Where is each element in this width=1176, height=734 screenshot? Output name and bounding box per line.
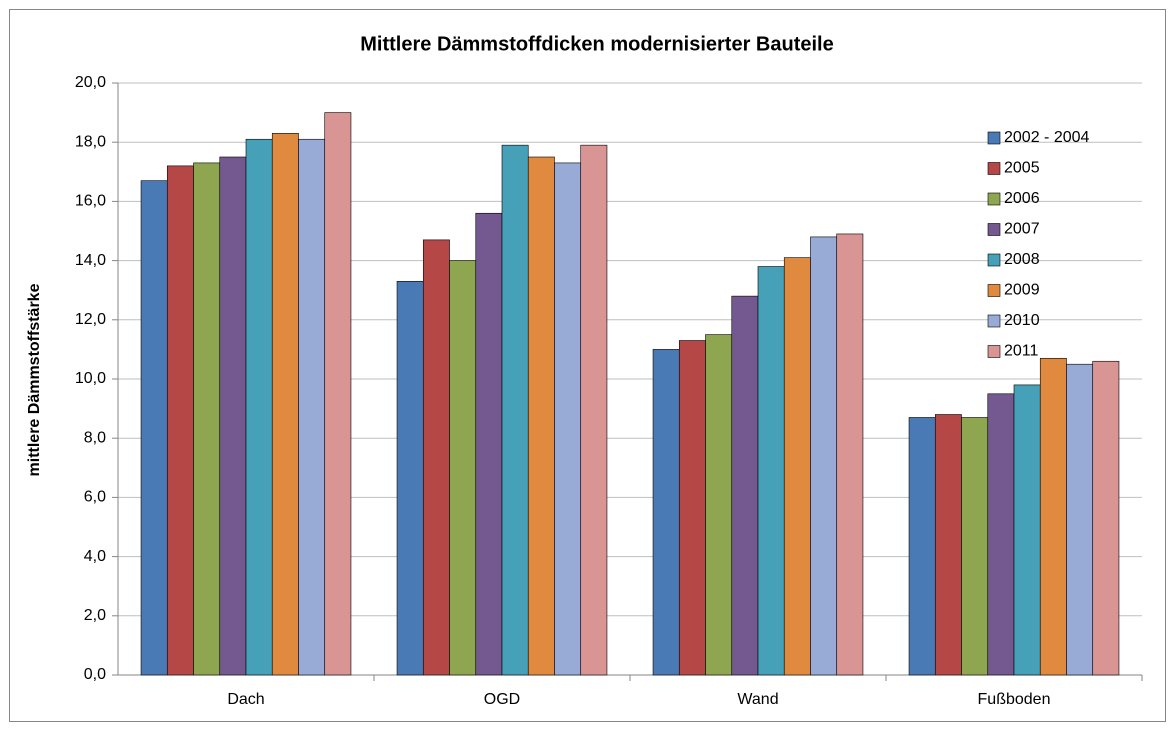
bar (580, 144, 608, 676)
legend-label: 2005 (1004, 160, 1040, 177)
y-tick-label: 10,0 (75, 370, 106, 387)
legend-swatch (987, 131, 1001, 145)
bar (908, 417, 936, 676)
y-tick-label: 4,0 (84, 548, 106, 565)
bar (678, 340, 706, 676)
bar (1066, 363, 1094, 676)
y-tick-label: 0,0 (84, 666, 106, 683)
x-tick-label: Wand (737, 691, 778, 708)
legend-label: 2011 (1004, 343, 1039, 360)
bar (166, 165, 194, 676)
legend-swatch (987, 223, 1001, 236)
bar (501, 144, 529, 676)
bar (396, 281, 424, 676)
bar (652, 349, 680, 676)
y-tick-label: 12,0 (75, 311, 106, 328)
legend-label: 2010 (1004, 312, 1040, 329)
x-tick-label: Dach (227, 691, 264, 708)
bar (705, 334, 733, 676)
x-tick-label: Fußboden (978, 691, 1051, 708)
bar (554, 162, 582, 676)
bar (961, 417, 989, 676)
legend-label: 2009 (1004, 282, 1040, 299)
bar (475, 212, 503, 676)
legend-swatch (987, 314, 1001, 328)
bar (245, 138, 273, 676)
legend-label: 2008 (1004, 251, 1040, 268)
bar (987, 393, 1015, 676)
legend-label: 2007 (1004, 221, 1040, 238)
bar (1092, 360, 1120, 676)
bar (219, 156, 247, 676)
legend-swatch (987, 162, 1001, 175)
bar (783, 257, 811, 676)
bar (271, 133, 299, 676)
y-tick-label: 14,0 (75, 252, 106, 269)
bar (731, 295, 759, 676)
bar (810, 236, 838, 676)
legend-swatch (987, 192, 1001, 206)
legend-label: 2006 (1004, 190, 1040, 207)
bar (193, 162, 221, 676)
bar (1013, 384, 1041, 676)
y-tick-label: 8,0 (84, 429, 106, 446)
bar (934, 414, 962, 676)
legend-label: 2002 - 2004 (1004, 129, 1090, 146)
legend-swatch (987, 253, 1001, 267)
legend-swatch (987, 284, 1001, 297)
x-tick-label: OGD (484, 691, 520, 708)
chart-title: Mittlere Dämmstoffdicken modernisierter … (360, 33, 833, 55)
bar (422, 239, 450, 676)
legend-swatch (987, 345, 1001, 358)
bar (527, 156, 555, 676)
y-tick-label: 6,0 (84, 489, 106, 506)
y-tick-label: 16,0 (75, 193, 106, 210)
y-tick-label: 20,0 (75, 74, 106, 91)
bar (836, 233, 864, 676)
bar (1039, 357, 1067, 676)
y-axis-label: mittlere Dämmstoffstärke (26, 283, 43, 476)
bar (324, 112, 352, 676)
y-tick-label: 2,0 (84, 607, 106, 624)
y-tick-label: 18,0 (75, 133, 106, 150)
bar (449, 260, 477, 676)
bar (140, 180, 168, 676)
bar (298, 138, 326, 676)
bar (757, 266, 785, 676)
